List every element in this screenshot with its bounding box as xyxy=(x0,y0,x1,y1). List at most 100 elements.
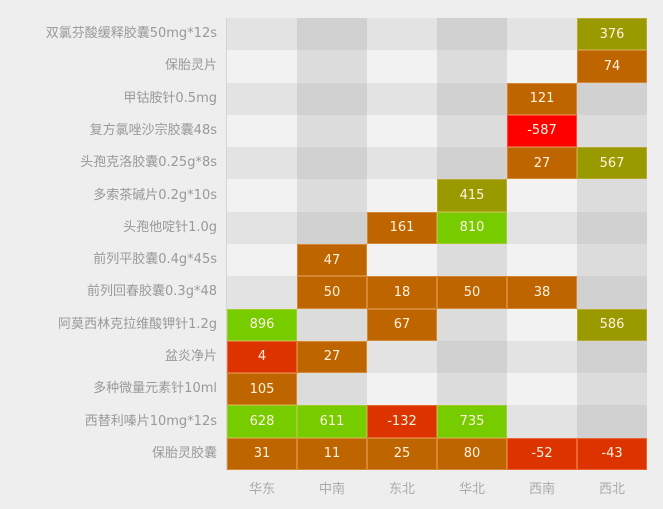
heatmap-cell-empty[interactable] xyxy=(437,340,507,374)
heatmap-cell[interactable]: 50 xyxy=(297,276,367,309)
y-axis-label: 甲钴胺针0.5mg xyxy=(123,90,217,106)
heatmap-cell-empty[interactable] xyxy=(227,244,297,277)
x-axis-label: 中南 xyxy=(318,482,345,497)
heatmap-cell[interactable]: 376 xyxy=(577,18,647,51)
heatmap-cell[interactable]: 27 xyxy=(297,340,367,374)
heatmap-cell-empty[interactable] xyxy=(297,147,367,180)
heatmap-cell-empty[interactable] xyxy=(507,308,577,341)
y-axis-label: 阿莫西林克拉维酸钾针1.2g xyxy=(58,316,217,332)
heatmap-cell-empty[interactable] xyxy=(367,340,437,374)
heatmap-cell-empty[interactable] xyxy=(297,211,367,244)
heatmap-cell[interactable]: 628 xyxy=(227,405,297,438)
heatmap-cell-empty[interactable] xyxy=(367,114,437,148)
y-axis-label: 双氯芬酸缓释胶囊50mg*12s xyxy=(45,26,217,42)
heatmap-cell[interactable]: -52 xyxy=(507,437,577,470)
heatmap-cell-empty[interactable] xyxy=(507,244,577,277)
y-axis-label: 保胎灵胶囊 xyxy=(151,445,217,461)
heatmap-cell-empty[interactable] xyxy=(227,147,297,180)
heatmap-cell[interactable]: 4 xyxy=(227,340,297,374)
heatmap-cell[interactable]: 18 xyxy=(367,276,437,309)
heatmap-cell-empty[interactable] xyxy=(437,114,507,148)
heatmap-cell[interactable]: 11 xyxy=(297,437,367,470)
heatmap-cell[interactable]: -132 xyxy=(367,405,437,438)
heatmap-cell-empty[interactable] xyxy=(507,18,577,51)
heatmap-cell[interactable]: 810 xyxy=(437,211,507,244)
heatmap-cell-empty[interactable] xyxy=(367,50,437,83)
heatmap-cell-empty[interactable] xyxy=(577,244,647,277)
heatmap-cell-empty[interactable] xyxy=(227,179,297,212)
heatmap-cell[interactable]: 105 xyxy=(227,373,297,406)
heatmap-cell[interactable]: 896 xyxy=(227,308,297,341)
heatmap-cell-empty[interactable] xyxy=(507,405,577,438)
y-axis-label: 西替利嗪片10mg*12s xyxy=(84,413,217,429)
heatmap-cell-empty[interactable] xyxy=(227,50,297,83)
heatmap-cell[interactable]: 47 xyxy=(297,244,367,277)
heatmap-cell-empty[interactable] xyxy=(577,114,647,148)
heatmap-cell-empty[interactable] xyxy=(297,82,367,115)
heatmap-cell-empty[interactable] xyxy=(297,308,367,341)
heatmap-cell-empty[interactable] xyxy=(367,82,437,115)
heatmap-cell[interactable]: 25 xyxy=(367,437,437,470)
y-axis-label: 多种微量元素针10ml xyxy=(93,381,217,397)
heatmap-cell-empty[interactable] xyxy=(297,114,367,148)
heatmap-cell[interactable]: 567 xyxy=(577,147,647,180)
heatmap-cell-empty[interactable] xyxy=(297,179,367,212)
heatmap-cell-empty[interactable] xyxy=(367,244,437,277)
heatmap-cell-empty[interactable] xyxy=(507,211,577,244)
heatmap-cell-empty[interactable] xyxy=(577,211,647,244)
heatmap-cell[interactable]: 38 xyxy=(507,276,577,309)
heatmap-cell-empty[interactable] xyxy=(297,373,367,406)
y-axis-label: 前列回春胶囊0.3g*48 xyxy=(87,284,217,300)
heatmap-cell-empty[interactable] xyxy=(367,18,437,51)
heatmap-cell[interactable]: 31 xyxy=(227,437,297,470)
heatmap-cell-empty[interactable] xyxy=(437,50,507,83)
x-axis-label: 东北 xyxy=(388,482,415,497)
heatmap-cell[interactable]: 415 xyxy=(437,179,507,212)
heatmap-cell[interactable]: 50 xyxy=(437,276,507,309)
heatmap-cell[interactable]: 586 xyxy=(577,308,647,341)
heatmap-cell-empty[interactable] xyxy=(577,276,647,309)
heatmap-cell-empty[interactable] xyxy=(227,82,297,115)
heatmap-cell-empty[interactable] xyxy=(437,244,507,277)
heatmap-cell-empty[interactable] xyxy=(507,340,577,374)
heatmap-cell-empty[interactable] xyxy=(507,373,577,406)
heatmap-cell-empty[interactable] xyxy=(577,340,647,374)
heatmap-cell-empty[interactable] xyxy=(437,147,507,180)
heatmap-cell-empty[interactable] xyxy=(437,373,507,406)
heatmap-cell-empty[interactable] xyxy=(437,82,507,115)
heatmap-cell[interactable]: 161 xyxy=(367,211,437,244)
heatmap-cell-empty[interactable] xyxy=(227,18,297,51)
x-axis-label: 西北 xyxy=(598,482,625,497)
heatmap-cell-empty[interactable] xyxy=(507,179,577,212)
heatmap-cell[interactable]: 74 xyxy=(577,50,647,83)
heatmap-cell-empty[interactable] xyxy=(367,373,437,406)
heatmap-cell[interactable]: 80 xyxy=(437,437,507,470)
y-axis-label: 复方氯唑沙宗胶囊48s xyxy=(89,123,217,138)
heatmap-cell[interactable]: 67 xyxy=(367,308,437,341)
y-axis-label: 保胎灵片 xyxy=(164,58,217,74)
heatmap-cell-empty[interactable] xyxy=(227,276,297,309)
y-axis-label: 多索茶碱片0.2g*10s xyxy=(93,187,217,203)
heatmap-cell[interactable]: 121 xyxy=(507,82,577,115)
heatmap-cell-empty[interactable] xyxy=(367,179,437,212)
heatmap-cell-empty[interactable] xyxy=(227,211,297,244)
heatmap-cell-empty[interactable] xyxy=(577,82,647,115)
heatmap-cell[interactable]: -587 xyxy=(507,114,577,148)
heatmap-cell[interactable]: -43 xyxy=(577,437,647,470)
x-axis-label: 西南 xyxy=(528,482,555,497)
heatmap-cell-empty[interactable] xyxy=(577,373,647,406)
y-axis-label: 前列平胶囊0.4g*45s xyxy=(93,252,217,268)
heatmap-cell-empty[interactable] xyxy=(227,114,297,148)
heatmap-cell-empty[interactable] xyxy=(437,308,507,341)
heatmap-cell-empty[interactable] xyxy=(507,50,577,83)
heatmap-cell-empty[interactable] xyxy=(577,179,647,212)
heatmap-cell-empty[interactable] xyxy=(297,50,367,83)
x-axis-label: 华东 xyxy=(248,482,275,497)
heatmap-cell-empty[interactable] xyxy=(297,18,367,51)
heatmap-cell[interactable]: 735 xyxy=(437,405,507,438)
heatmap-cell-empty[interactable] xyxy=(367,147,437,180)
heatmap-cell[interactable]: 611 xyxy=(297,405,367,438)
heatmap-cell[interactable]: 27 xyxy=(507,147,577,180)
heatmap-cell-empty[interactable] xyxy=(437,18,507,51)
heatmap-cell-empty[interactable] xyxy=(577,405,647,438)
